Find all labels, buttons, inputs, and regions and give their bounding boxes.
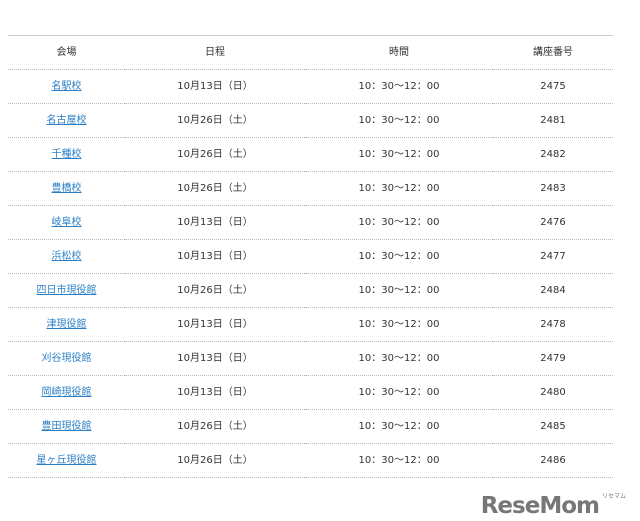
venue-link[interactable]: 津現役館 xyxy=(46,318,87,330)
date-cell: 10月13日（日） xyxy=(125,239,305,274)
date-cell: 10月13日（日） xyxy=(125,341,305,376)
table-row: 名古屋校 10月26日（土） 10：30～12：00 2481 xyxy=(8,103,613,138)
venue-link[interactable]: 豊田現役館 xyxy=(41,420,92,432)
header-time: 時間 xyxy=(305,35,493,70)
date-cell: 10月26日（土） xyxy=(125,409,305,444)
venue-link[interactable]: 星ヶ丘現役館 xyxy=(36,454,97,466)
table-row: 星ヶ丘現役館 10月26日（土） 10：30～12：00 2486 xyxy=(8,443,613,478)
code-cell: 2485 xyxy=(493,409,613,444)
code-cell: 2486 xyxy=(493,443,613,478)
table-header-row: 会場 日程 時間 講座番号 xyxy=(8,35,613,70)
time-cell: 10：30～12：00 xyxy=(305,273,493,308)
venue-cell: 岐阜校 xyxy=(8,205,125,240)
time-cell: 10：30～12：00 xyxy=(305,409,493,444)
date-cell: 10月26日（土） xyxy=(125,273,305,308)
table-row: 豊橋校 10月26日（土） 10：30～12：00 2483 xyxy=(8,171,613,206)
date-cell: 10月26日（土） xyxy=(125,443,305,478)
venue-link[interactable]: 浜松校 xyxy=(51,250,82,262)
time-cell: 10：30～12：00 xyxy=(305,137,493,172)
venue-cell: 岡崎現役館 xyxy=(8,375,125,410)
header-venue: 会場 xyxy=(8,35,125,70)
schedule-table: 会場 日程 時間 講座番号 名駅校 10月13日（日） 10：30～12：00 247… xyxy=(8,35,613,478)
table-row: 豊田現役館 10月26日（土） 10：30～12：00 2485 xyxy=(8,409,613,444)
venue-link[interactable]: 四日市現役館 xyxy=(36,284,97,296)
venue-cell: 豊田現役館 xyxy=(8,409,125,444)
code-cell: 2482 xyxy=(493,137,613,172)
time-cell: 10：30～12：00 xyxy=(305,307,493,342)
table-row: 四日市現役館 10月26日（土） 10：30～12：00 2484 xyxy=(8,273,613,308)
header-code: 講座番号 xyxy=(493,35,613,70)
table-row: 刈谷現役館 10月13日（日） 10：30～12：00 2479 xyxy=(8,341,613,376)
venue-link[interactable]: 刈谷現役館 xyxy=(41,352,92,364)
time-cell: 10：30～12：00 xyxy=(305,171,493,206)
date-cell: 10月13日（日） xyxy=(125,69,305,104)
time-cell: 10：30～12：00 xyxy=(305,443,493,478)
venue-link[interactable]: 豊橋校 xyxy=(51,182,82,194)
time-cell: 10：30～12：00 xyxy=(305,103,493,138)
code-cell: 2477 xyxy=(493,239,613,274)
time-cell: 10：30～12：00 xyxy=(305,205,493,240)
code-cell: 2483 xyxy=(493,171,613,206)
table-row: 千種校 10月26日（土） 10：30～12：00 2482 xyxy=(8,137,613,172)
time-cell: 10：30～12：00 xyxy=(305,239,493,274)
code-cell: 2480 xyxy=(493,375,613,410)
code-cell: 2479 xyxy=(493,341,613,376)
resemom-logo: ReseMom リセマム xyxy=(481,493,626,519)
venue-cell: 津現役館 xyxy=(8,307,125,342)
code-cell: 2478 xyxy=(493,307,613,342)
time-cell: 10：30～12：00 xyxy=(305,69,493,104)
venue-cell: 名古屋校 xyxy=(8,103,125,138)
venue-link[interactable]: 千種校 xyxy=(51,148,82,160)
code-cell: 2476 xyxy=(493,205,613,240)
venue-link[interactable]: 岐阜校 xyxy=(51,216,82,228)
venue-cell: 名駅校 xyxy=(8,69,125,104)
table-row: 岡崎現役館 10月13日（日） 10：30～12：00 2480 xyxy=(8,375,613,410)
date-cell: 10月26日（土） xyxy=(125,137,305,172)
date-cell: 10月26日（土） xyxy=(125,171,305,206)
venue-link[interactable]: 名古屋校 xyxy=(46,114,87,126)
venue-cell: 千種校 xyxy=(8,137,125,172)
code-cell: 2475 xyxy=(493,69,613,104)
table-row: 岐阜校 10月13日（日） 10：30～12：00 2476 xyxy=(8,205,613,240)
table-row: 名駅校 10月13日（日） 10：30～12：00 2475 xyxy=(8,69,613,104)
venue-cell: 刈谷現役館 xyxy=(8,341,125,376)
header-date: 日程 xyxy=(125,35,305,70)
venue-cell: 星ヶ丘現役館 xyxy=(8,443,125,478)
venue-cell: 四日市現役館 xyxy=(8,273,125,308)
date-cell: 10月13日（日） xyxy=(125,205,305,240)
date-cell: 10月26日（土） xyxy=(125,103,305,138)
code-cell: 2484 xyxy=(493,273,613,308)
time-cell: 10：30～12：00 xyxy=(305,375,493,410)
logo-ruby: リセマム xyxy=(601,493,626,500)
time-cell: 10：30～12：00 xyxy=(305,341,493,376)
code-cell: 2481 xyxy=(493,103,613,138)
date-cell: 10月13日（日） xyxy=(125,375,305,410)
date-cell: 10月13日（日） xyxy=(125,307,305,342)
table-row: 浜松校 10月13日（日） 10：30～12：00 2477 xyxy=(8,239,613,274)
venue-link[interactable]: 名駅校 xyxy=(51,80,82,92)
venue-cell: 浜松校 xyxy=(8,239,125,274)
table-row: 津現役館 10月13日（日） 10：30～12：00 2478 xyxy=(8,307,613,342)
logo-text: ReseMom xyxy=(480,493,600,519)
venue-link[interactable]: 岡崎現役館 xyxy=(41,386,92,398)
venue-cell: 豊橋校 xyxy=(8,171,125,206)
